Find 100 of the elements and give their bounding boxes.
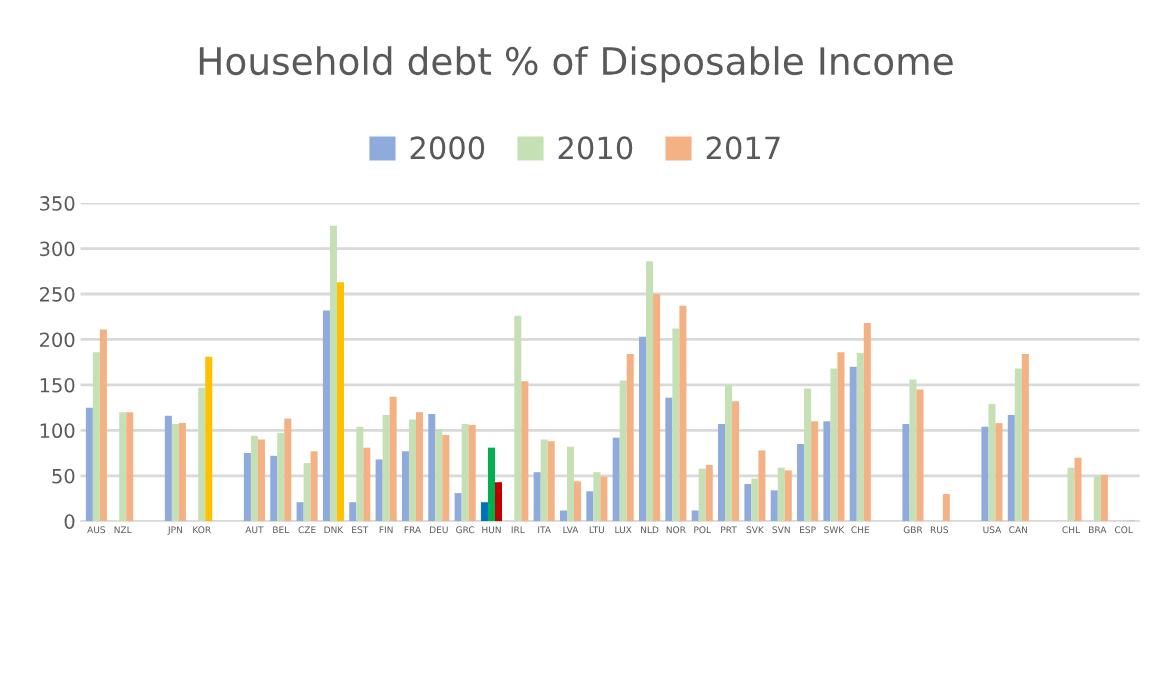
bar xyxy=(751,478,759,522)
x-tick-label: SWK xyxy=(824,526,845,534)
bar xyxy=(777,467,785,522)
bar xyxy=(92,352,100,522)
x-tick-label: CZE xyxy=(298,526,316,534)
x-tick-label: SVN xyxy=(772,526,790,534)
bar xyxy=(198,387,206,522)
x-tick-label: AUT xyxy=(245,526,264,534)
bar xyxy=(284,418,292,522)
bar xyxy=(250,435,258,522)
bar xyxy=(639,336,647,522)
bar xyxy=(205,356,213,522)
bar xyxy=(1007,414,1015,522)
chart-title: Household debt % of Disposable Income xyxy=(199,46,953,83)
bar xyxy=(1100,474,1108,522)
bar xyxy=(586,491,594,522)
bar xyxy=(863,323,871,522)
bar xyxy=(837,352,845,522)
bar xyxy=(171,424,179,522)
y-tick-label: 250 xyxy=(40,286,75,302)
x-tick-label: POL xyxy=(694,526,711,534)
x-tick-label: DNK xyxy=(324,526,344,534)
legend-label: 2010 xyxy=(558,136,633,160)
bar xyxy=(257,439,265,522)
x-tick-label: ESP xyxy=(800,526,816,534)
x-tick-label: USA xyxy=(983,526,1002,534)
bar xyxy=(725,384,733,522)
bar xyxy=(415,412,424,522)
bar xyxy=(567,446,575,522)
bar xyxy=(363,447,371,522)
bar xyxy=(303,463,311,522)
x-tick-label: RUS xyxy=(930,526,949,534)
bar xyxy=(916,389,924,522)
x-tick-label: HUN xyxy=(482,526,501,534)
bar xyxy=(691,510,699,522)
y-tick-label: 350 xyxy=(40,196,75,211)
bar xyxy=(270,455,278,522)
y-tick-label: 150 xyxy=(40,377,75,393)
bar xyxy=(698,468,706,522)
bar xyxy=(329,225,337,522)
x-tick-label: EST xyxy=(352,526,369,534)
bar xyxy=(981,426,989,522)
bar xyxy=(461,424,469,522)
bar xyxy=(164,415,172,522)
bar xyxy=(1074,457,1082,522)
bar xyxy=(408,419,416,522)
bar xyxy=(442,434,450,522)
x-tick-label: FRA xyxy=(404,526,422,534)
bar xyxy=(1014,368,1022,522)
bar xyxy=(521,381,529,522)
x-tick-label: COL xyxy=(1114,526,1133,534)
bar xyxy=(612,437,620,522)
legend-label: 2017 xyxy=(706,136,780,160)
x-tick-label: IRL xyxy=(511,526,525,534)
bar xyxy=(119,412,127,522)
bar xyxy=(389,396,397,522)
bar xyxy=(705,464,713,522)
x-tick-label: CHE xyxy=(851,526,870,534)
bar xyxy=(243,453,251,522)
bar xyxy=(547,441,555,522)
x-tick-label: GBR xyxy=(903,526,923,534)
x-tick-label: LTU xyxy=(589,526,605,534)
bar xyxy=(797,444,805,522)
bar xyxy=(856,353,864,522)
bar xyxy=(514,315,522,522)
bar xyxy=(718,424,726,522)
bar xyxy=(468,424,476,522)
bar xyxy=(619,380,627,522)
bar xyxy=(653,294,661,522)
bar xyxy=(942,494,950,522)
y-tick-label: 100 xyxy=(40,423,75,439)
bar xyxy=(593,472,601,522)
bar xyxy=(1067,467,1075,522)
bar xyxy=(770,490,778,522)
x-tick-label: CAN xyxy=(1009,526,1028,534)
bar xyxy=(85,407,93,522)
bar xyxy=(784,470,792,522)
bar xyxy=(277,433,285,522)
x-tick-label: JPN xyxy=(167,526,182,535)
y-tick-label: 200 xyxy=(40,332,75,348)
bar xyxy=(178,423,186,522)
bar xyxy=(375,459,383,522)
bar xyxy=(849,366,857,522)
bar xyxy=(428,414,436,522)
bar xyxy=(574,481,582,522)
bar xyxy=(540,439,548,522)
bar xyxy=(804,388,812,522)
bar xyxy=(322,310,330,522)
bar xyxy=(823,421,831,522)
x-tick-label: ITA xyxy=(538,526,551,534)
x-tick-label: LUX xyxy=(615,526,632,534)
bar xyxy=(559,510,568,522)
x-tick-label: BRA xyxy=(1089,526,1107,534)
bar xyxy=(480,502,488,522)
bar xyxy=(356,426,364,522)
x-tick-label: CHL xyxy=(1062,526,1081,534)
bar xyxy=(435,429,443,522)
bar xyxy=(732,401,740,522)
bar xyxy=(744,484,752,522)
x-tick-label: NZL xyxy=(114,526,132,534)
